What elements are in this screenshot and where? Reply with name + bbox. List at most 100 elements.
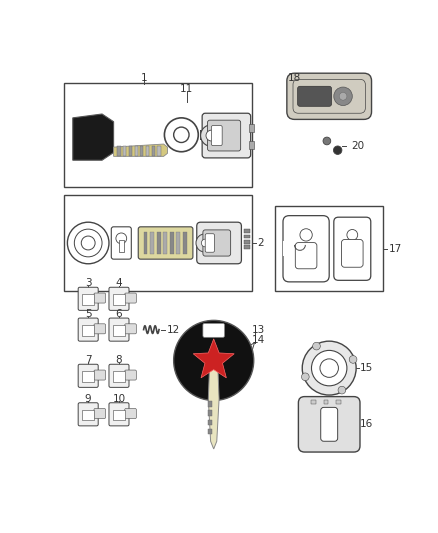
- Polygon shape: [193, 339, 234, 378]
- Bar: [311, 400, 316, 405]
- Circle shape: [301, 373, 309, 381]
- Circle shape: [74, 229, 102, 257]
- Circle shape: [338, 386, 346, 394]
- Text: 18: 18: [288, 73, 301, 83]
- Bar: [123, 147, 126, 156]
- FancyBboxPatch shape: [212, 126, 222, 146]
- Bar: [177, 232, 180, 254]
- Text: 7: 7: [85, 356, 92, 366]
- FancyBboxPatch shape: [283, 216, 329, 282]
- Circle shape: [201, 239, 209, 247]
- Circle shape: [334, 87, 352, 106]
- FancyBboxPatch shape: [125, 293, 136, 303]
- FancyBboxPatch shape: [342, 239, 363, 267]
- FancyBboxPatch shape: [125, 370, 136, 380]
- Text: 1: 1: [141, 73, 148, 83]
- Circle shape: [81, 236, 95, 250]
- Bar: [150, 232, 154, 254]
- Bar: [208, 410, 212, 416]
- Circle shape: [196, 234, 215, 252]
- FancyBboxPatch shape: [334, 217, 371, 280]
- FancyBboxPatch shape: [125, 408, 136, 418]
- Circle shape: [67, 222, 109, 264]
- Bar: [249, 124, 254, 132]
- FancyBboxPatch shape: [109, 287, 129, 310]
- Circle shape: [323, 137, 331, 145]
- FancyBboxPatch shape: [109, 403, 129, 426]
- Bar: [208, 401, 212, 407]
- Circle shape: [313, 342, 320, 350]
- Text: 4: 4: [116, 278, 122, 288]
- Bar: [244, 245, 250, 249]
- Bar: [113, 410, 125, 421]
- Text: 20: 20: [351, 141, 364, 151]
- Text: 17: 17: [389, 244, 402, 254]
- Bar: [117, 147, 120, 156]
- Bar: [134, 147, 138, 156]
- Text: 3: 3: [85, 278, 92, 288]
- Bar: [140, 147, 143, 156]
- FancyBboxPatch shape: [208, 120, 240, 151]
- Bar: [129, 147, 132, 156]
- Circle shape: [347, 230, 358, 240]
- Text: 14: 14: [252, 335, 265, 345]
- FancyBboxPatch shape: [109, 318, 129, 341]
- Bar: [208, 419, 212, 425]
- FancyBboxPatch shape: [197, 222, 241, 264]
- Bar: [82, 371, 94, 382]
- Bar: [163, 232, 167, 254]
- FancyBboxPatch shape: [78, 318, 98, 341]
- Bar: [64, 195, 252, 291]
- Text: 5: 5: [85, 309, 92, 319]
- FancyBboxPatch shape: [203, 230, 231, 256]
- Text: 10: 10: [113, 394, 126, 404]
- Bar: [244, 240, 250, 244]
- Circle shape: [173, 320, 254, 400]
- Text: 6: 6: [116, 309, 122, 319]
- Circle shape: [302, 341, 356, 395]
- Circle shape: [201, 125, 222, 147]
- Polygon shape: [113, 144, 167, 156]
- Circle shape: [320, 359, 339, 377]
- Bar: [82, 325, 94, 336]
- Polygon shape: [73, 114, 113, 160]
- Circle shape: [300, 229, 312, 241]
- Bar: [82, 410, 94, 421]
- Bar: [244, 229, 250, 233]
- Text: 9: 9: [85, 394, 92, 404]
- FancyBboxPatch shape: [78, 287, 98, 310]
- Polygon shape: [208, 359, 219, 449]
- Text: 2: 2: [258, 238, 264, 248]
- Text: 12: 12: [167, 325, 180, 335]
- Text: 16: 16: [360, 419, 373, 429]
- FancyBboxPatch shape: [94, 408, 106, 418]
- Circle shape: [333, 146, 342, 155]
- Bar: [64, 83, 252, 187]
- Text: 13: 13: [252, 325, 265, 335]
- Bar: [183, 232, 187, 254]
- Circle shape: [164, 118, 198, 152]
- Text: 8: 8: [116, 356, 122, 366]
- Bar: [113, 294, 125, 305]
- Bar: [276, 206, 383, 291]
- FancyBboxPatch shape: [138, 227, 193, 259]
- Text: 15: 15: [360, 363, 373, 373]
- Bar: [170, 232, 173, 254]
- Bar: [324, 400, 328, 405]
- Bar: [158, 147, 161, 156]
- FancyBboxPatch shape: [125, 324, 136, 334]
- FancyBboxPatch shape: [298, 397, 360, 452]
- FancyBboxPatch shape: [111, 227, 131, 259]
- FancyBboxPatch shape: [94, 324, 106, 334]
- Circle shape: [173, 127, 189, 142]
- FancyBboxPatch shape: [203, 324, 224, 337]
- Bar: [152, 147, 155, 156]
- Circle shape: [116, 233, 127, 244]
- Bar: [146, 147, 149, 156]
- FancyBboxPatch shape: [202, 113, 251, 158]
- FancyBboxPatch shape: [94, 293, 106, 303]
- FancyBboxPatch shape: [295, 243, 317, 269]
- Bar: [208, 429, 212, 434]
- Bar: [249, 141, 254, 149]
- FancyBboxPatch shape: [205, 234, 215, 252]
